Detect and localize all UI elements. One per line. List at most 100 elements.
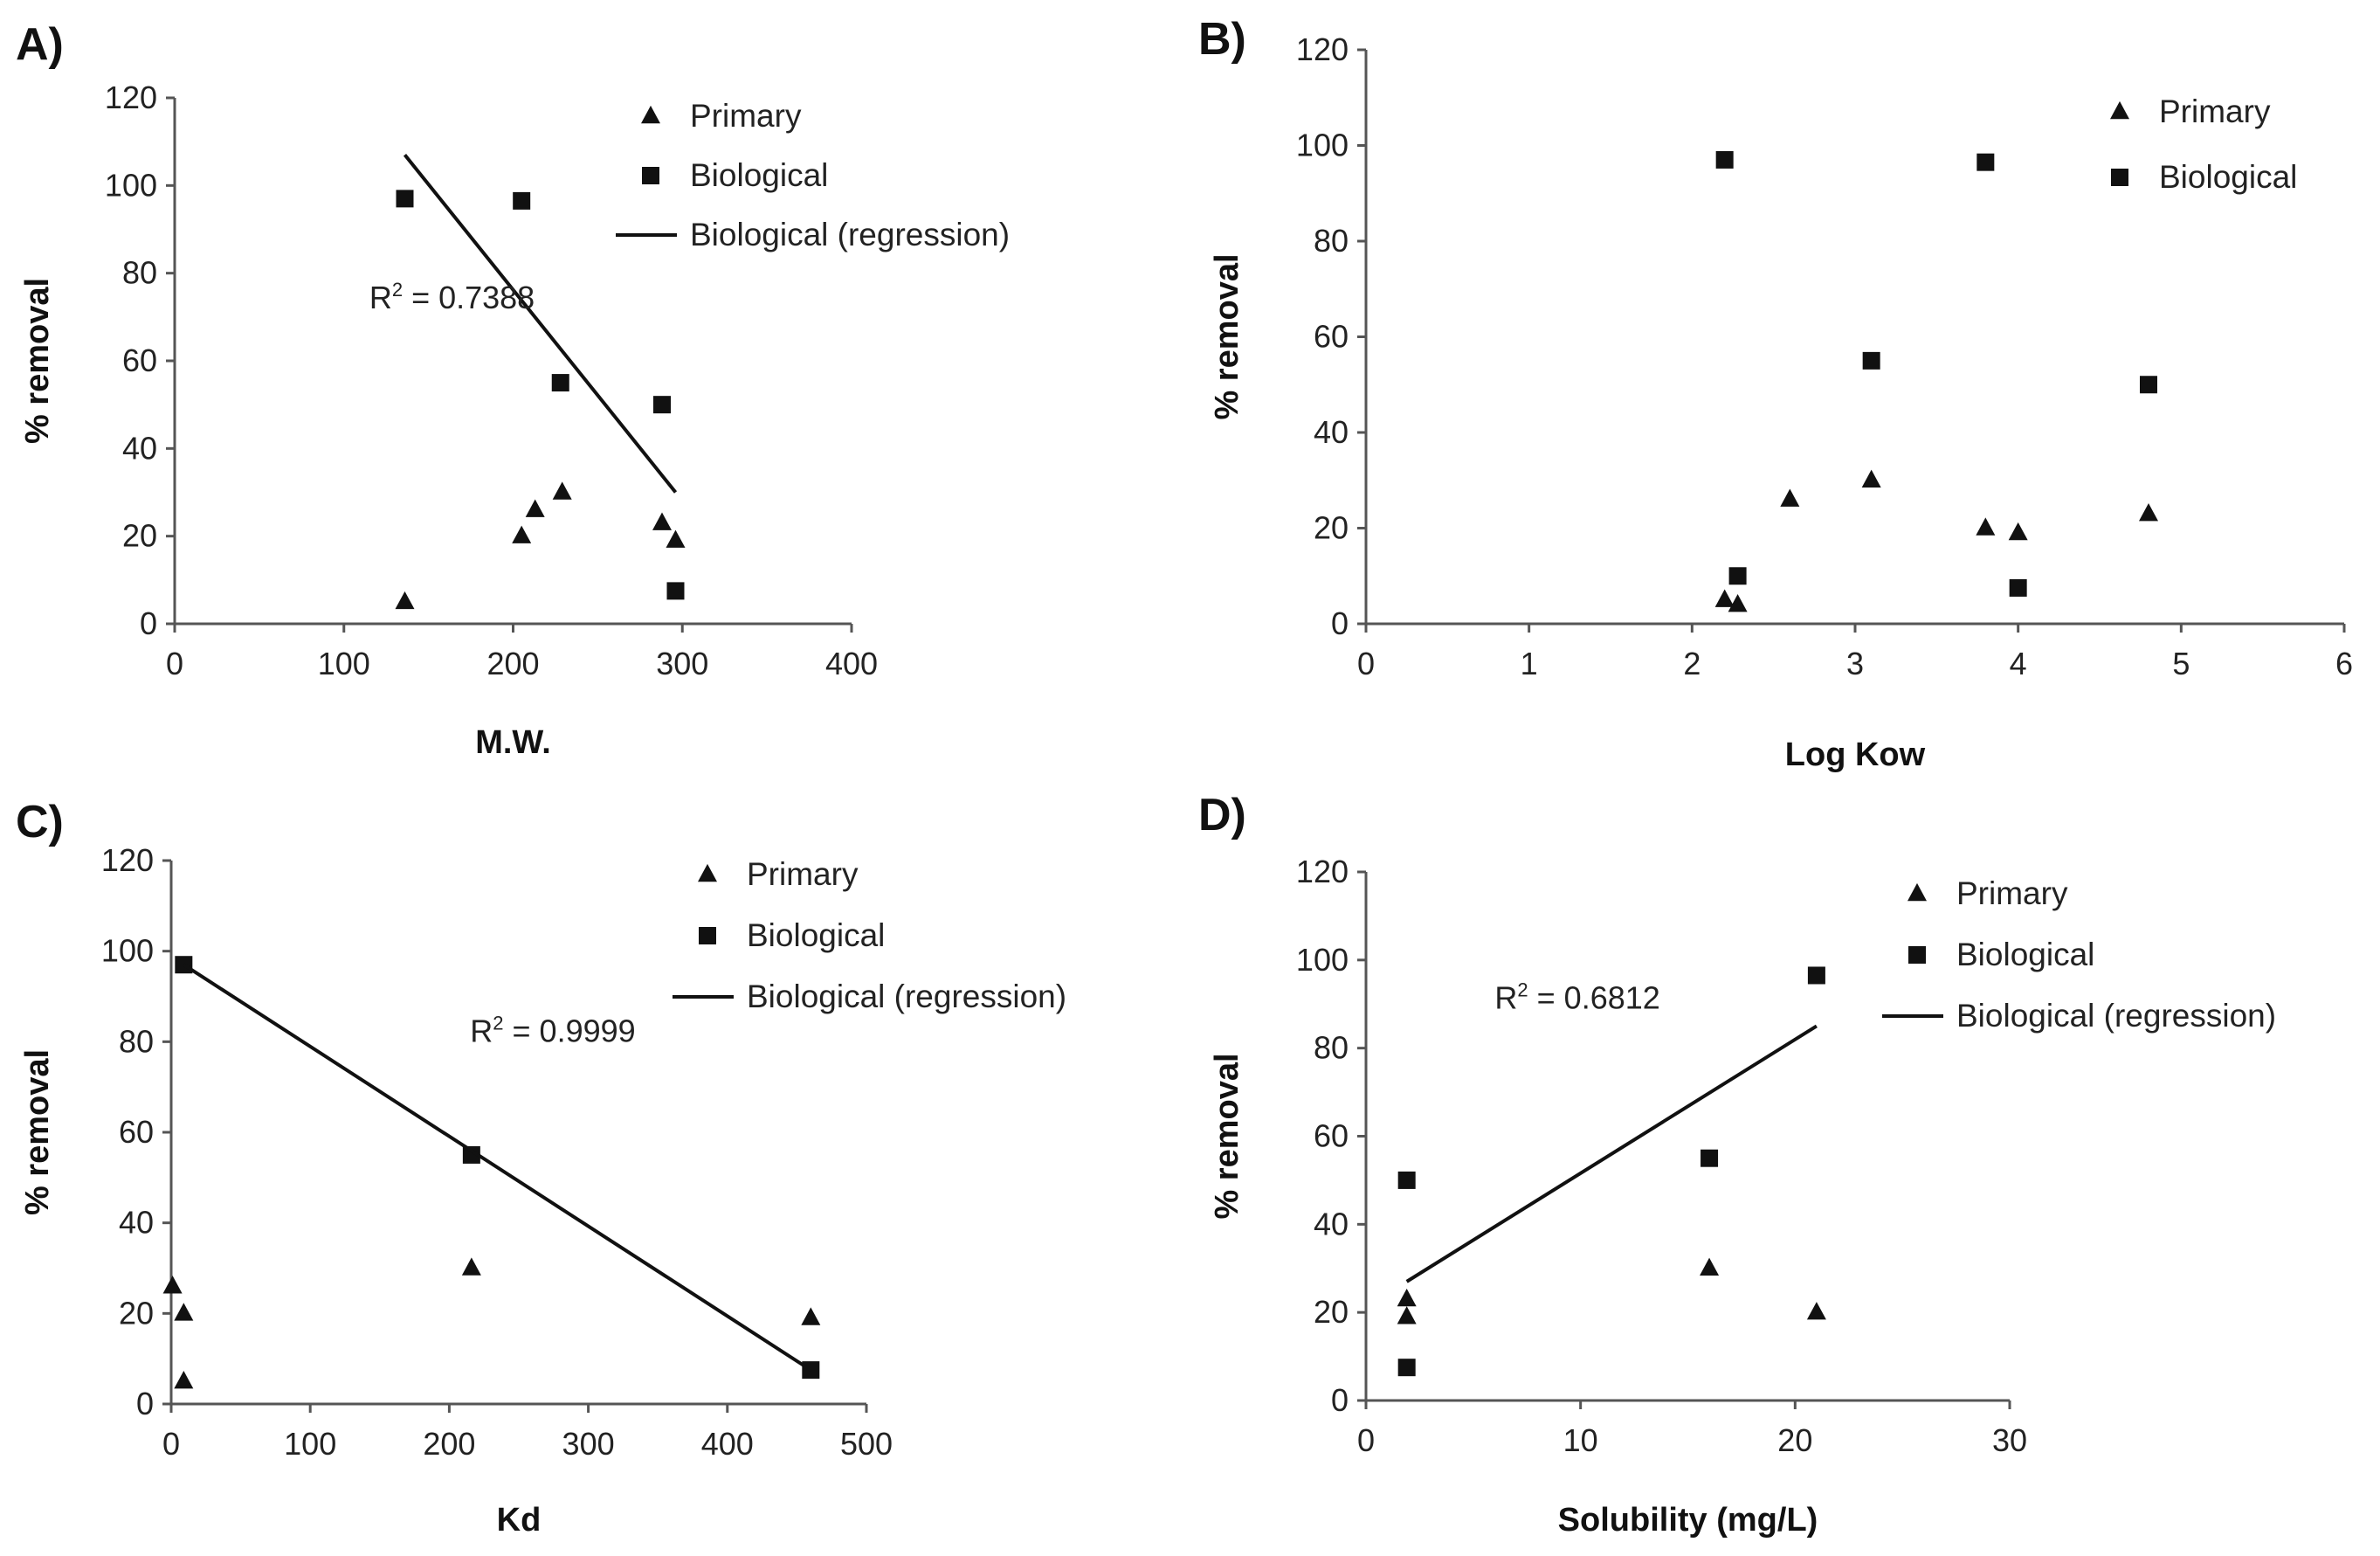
primary-point bbox=[1780, 488, 1800, 507]
y-tick-label: 0 bbox=[136, 1386, 154, 1421]
biological-point bbox=[653, 396, 671, 414]
legend-entry: Biological (regression) bbox=[1956, 998, 2276, 1034]
chart-d-svg: D) 0 20 40 60 80 100 120 0 10 20 30 Solubility (mg/L… bbox=[1198, 790, 2276, 1539]
y-tick-label: 100 bbox=[101, 933, 154, 969]
r-squared-annotation: R2 = 0.6812 bbox=[1494, 979, 1659, 1015]
legend-entry: Biological (regression) bbox=[747, 979, 1066, 1014]
r-squared-annotation: R2 = 0.7388 bbox=[369, 279, 535, 315]
chart-b-svg: B) 0 20 40 60 80 100 120 0 1 2 3 4 5 6 Log Kow % removal… bbox=[1198, 14, 2353, 773]
x-tick-label: 500 bbox=[840, 1426, 893, 1462]
x-tick-label: 200 bbox=[423, 1426, 475, 1462]
panel-d: D) 0 20 40 60 80 100 120 0 10 20 30 Solubility (mg/L… bbox=[1190, 778, 2379, 1555]
y-tick-label: 80 bbox=[119, 1023, 154, 1059]
y-tick-label: 20 bbox=[119, 1295, 154, 1331]
primary-point bbox=[2139, 502, 2158, 522]
x-axis-title: M.W. bbox=[475, 724, 551, 761]
y-tick-label: 100 bbox=[1296, 128, 1349, 163]
y-tick-label: 120 bbox=[101, 842, 154, 878]
x-tick-label: 5 bbox=[2172, 646, 2190, 681]
y-tick-label: 120 bbox=[1296, 854, 1349, 889]
y-tick-label: 40 bbox=[119, 1205, 154, 1241]
biological-point bbox=[2009, 578, 2027, 597]
chart-a-svg: A) 0 20 40 60 80 100 120 0 100 200 300 400 M.W. % remo… bbox=[16, 19, 1010, 761]
x-tick-label: 10 bbox=[1563, 1422, 1598, 1458]
biological-point bbox=[1976, 153, 1995, 171]
legend-square-marker bbox=[642, 167, 659, 184]
legend-entry: Biological bbox=[747, 917, 885, 953]
panel-label: A) bbox=[16, 19, 64, 70]
regression-line bbox=[403, 153, 678, 494]
y-tick-label: 0 bbox=[140, 605, 157, 641]
y-tick-label: 60 bbox=[1314, 1118, 1349, 1154]
biological-point bbox=[1862, 351, 1880, 370]
primary-point bbox=[461, 1257, 481, 1276]
x-axis-title: Solubility (mg/L) bbox=[1558, 1502, 1818, 1539]
y-tick-label: 40 bbox=[122, 430, 157, 466]
x-tick-label: 2 bbox=[1683, 646, 1700, 681]
y-tick-label: 20 bbox=[1314, 1294, 1349, 1330]
r-squared-annotation: R2 = 0.9999 bbox=[470, 1012, 635, 1048]
legend-entry: Primary bbox=[747, 856, 859, 892]
panel-a: A) 0 20 40 60 80 100 120 0 100 200 300 400 M.W. % remo… bbox=[0, 0, 1190, 778]
y-axis-title: % removal bbox=[19, 278, 56, 444]
regression-line bbox=[1405, 1024, 1818, 1283]
panel-label: B) bbox=[1198, 14, 1246, 65]
y-axis-title: % removal bbox=[19, 1049, 56, 1215]
x-tick-label: 400 bbox=[825, 646, 878, 681]
y-tick-label: 100 bbox=[1296, 942, 1349, 978]
y-tick-label: 20 bbox=[1314, 510, 1349, 546]
primary-point bbox=[174, 1370, 194, 1389]
x-axis-title: Kd bbox=[497, 1502, 542, 1539]
legend-triangle-marker bbox=[698, 863, 717, 882]
x-tick-label: 0 bbox=[162, 1426, 180, 1462]
x-tick-label: 20 bbox=[1777, 1422, 1812, 1458]
regression-line bbox=[183, 963, 812, 1372]
x-tick-label: 300 bbox=[562, 1426, 615, 1462]
panel-label: D) bbox=[1198, 790, 1246, 840]
primary-point bbox=[1806, 1302, 1826, 1320]
legend-square-marker bbox=[2111, 169, 2128, 186]
biological-point bbox=[2140, 376, 2157, 394]
x-tick-label: 100 bbox=[318, 646, 370, 681]
biological-point bbox=[1700, 1149, 1719, 1167]
biological-point bbox=[513, 191, 531, 210]
biological-point bbox=[1715, 150, 1734, 169]
primary-point bbox=[512, 525, 532, 543]
y-tick-label: 100 bbox=[105, 167, 157, 203]
x-tick-label: 6 bbox=[2335, 646, 2353, 681]
y-tick-label: 60 bbox=[122, 342, 157, 378]
primary-point bbox=[162, 1276, 183, 1294]
panel-c: C) 0 20 40 60 80 100 120 0 100 200 300 400 500 Kd % rem… bbox=[0, 778, 1190, 1555]
biological-point bbox=[1397, 1359, 1416, 1377]
chart-c-svg: C) 0 20 40 60 80 100 120 0 100 200 300 400 500 Kd % rem… bbox=[16, 797, 1066, 1539]
legend-square-marker bbox=[1908, 946, 1926, 964]
primary-point bbox=[652, 512, 672, 530]
primary-point bbox=[1397, 1306, 1417, 1324]
y-tick-label: 0 bbox=[1331, 605, 1349, 641]
legend-entry: Biological (regression) bbox=[690, 217, 1010, 252]
legend-entry: Biological bbox=[1956, 937, 2094, 972]
biological-point bbox=[1807, 966, 1825, 985]
y-tick-label: 120 bbox=[1296, 31, 1349, 67]
primary-point bbox=[1700, 1257, 1720, 1276]
primary-point bbox=[666, 529, 686, 548]
primary-point bbox=[801, 1307, 821, 1325]
legend-entry: Biological bbox=[2159, 159, 2297, 195]
y-tick-label: 80 bbox=[122, 255, 157, 291]
panel-b: B) 0 20 40 60 80 100 120 0 1 2 3 4 5 6 Log Kow % removal… bbox=[1190, 0, 2379, 778]
x-tick-label: 0 bbox=[166, 646, 183, 681]
x-tick-label: 3 bbox=[1846, 646, 1864, 681]
primary-point bbox=[1714, 589, 1735, 607]
primary-point bbox=[1397, 1288, 1417, 1307]
y-tick-label: 40 bbox=[1314, 414, 1349, 450]
x-tick-label: 100 bbox=[284, 1426, 336, 1462]
y-tick-label: 80 bbox=[1314, 1030, 1349, 1066]
panel-label: C) bbox=[16, 797, 64, 847]
primary-point bbox=[1976, 517, 1996, 536]
y-tick-label: 120 bbox=[105, 80, 157, 115]
legend-entry: Biological bbox=[690, 157, 828, 193]
legend-entry: Primary bbox=[690, 98, 802, 134]
x-tick-label: 0 bbox=[1357, 646, 1375, 681]
primary-point bbox=[525, 499, 545, 517]
